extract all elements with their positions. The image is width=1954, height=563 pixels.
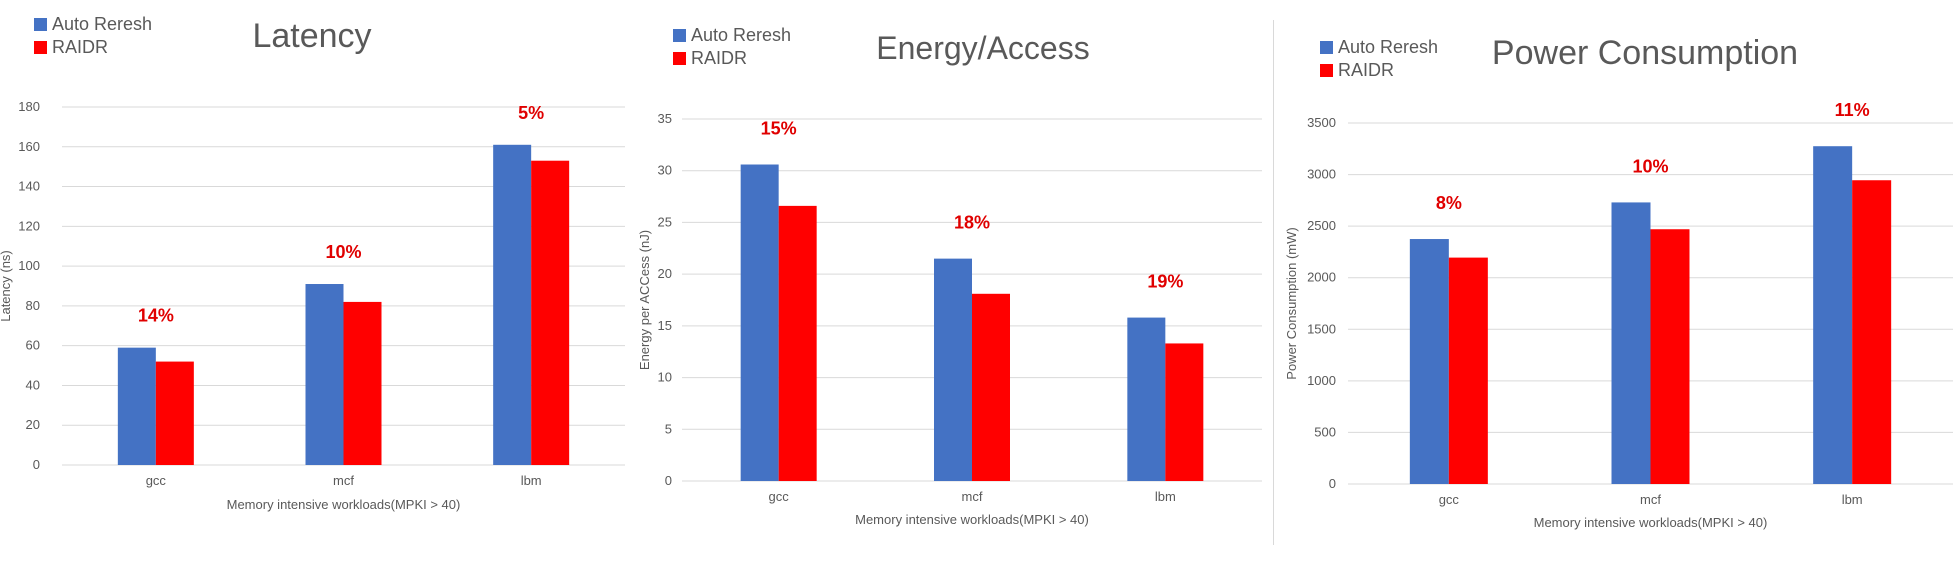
x-tick-label: lbm bbox=[1842, 492, 1863, 507]
bar-auto-reresh-mcf bbox=[1611, 202, 1651, 485]
y-tick-label: 100 bbox=[18, 258, 40, 273]
y-tick-label: 0 bbox=[33, 457, 40, 472]
y-tick-label: 20 bbox=[26, 417, 40, 432]
legend-swatch bbox=[673, 52, 686, 65]
improvement-annotation: 11% bbox=[1835, 100, 1870, 120]
legend-label: Auto Reresh bbox=[1338, 37, 1438, 57]
improvement-annotation: 8% bbox=[1436, 193, 1462, 213]
chart-title: Power Consumption bbox=[1492, 34, 1798, 72]
legend-swatch bbox=[34, 41, 47, 54]
x-tick-label: mcf bbox=[1640, 492, 1661, 507]
y-tick-label: 3500 bbox=[1307, 115, 1336, 130]
y-tick-label: 120 bbox=[18, 218, 40, 233]
legend-label: Auto Reresh bbox=[52, 14, 152, 34]
improvement-annotation: 15% bbox=[761, 119, 797, 139]
x-tick-label: gcc bbox=[146, 473, 167, 488]
bar-raidr-lbm bbox=[1165, 343, 1204, 481]
y-tick-label: 5 bbox=[665, 421, 672, 436]
x-axis-title: Memory intensive workloads(MPKI > 40) bbox=[855, 512, 1089, 527]
y-tick-label: 2500 bbox=[1307, 218, 1336, 233]
x-tick-label: lbm bbox=[1155, 489, 1176, 504]
y-axis-title: Power Consumption (mW) bbox=[1284, 227, 1299, 379]
x-tick-label: gcc bbox=[769, 489, 790, 504]
improvement-annotation: 5% bbox=[518, 103, 544, 123]
bar-raidr-mcf bbox=[343, 301, 382, 465]
x-tick-label: gcc bbox=[1439, 492, 1460, 507]
y-tick-label: 60 bbox=[26, 338, 40, 353]
chart-divider bbox=[1273, 20, 1274, 545]
legend-swatch bbox=[1320, 41, 1333, 54]
legend-label: RAIDR bbox=[691, 48, 747, 68]
x-tick-label: mcf bbox=[333, 473, 354, 488]
y-tick-label: 15 bbox=[658, 318, 672, 333]
bar-auto-reresh-mcf bbox=[934, 258, 972, 481]
y-tick-label: 40 bbox=[26, 377, 40, 392]
y-tick-label: 35 bbox=[658, 111, 672, 126]
improvement-annotation: 10% bbox=[325, 242, 361, 262]
y-tick-label: 2000 bbox=[1307, 270, 1336, 285]
improvement-annotation: 18% bbox=[954, 213, 990, 233]
legend-swatch bbox=[1320, 64, 1333, 77]
x-tick-label: mcf bbox=[962, 489, 983, 504]
legend-label: RAIDR bbox=[52, 37, 108, 57]
bar-raidr-mcf bbox=[972, 293, 1010, 481]
bar-auto-reresh-lbm bbox=[1127, 317, 1166, 481]
improvement-annotation: 10% bbox=[1632, 156, 1668, 176]
bar-raidr-lbm bbox=[1852, 180, 1892, 484]
bar-raidr-gcc bbox=[155, 361, 194, 465]
chart-title: Energy/Access bbox=[876, 30, 1089, 66]
x-axis-title: Memory intensive workloads(MPKI > 40) bbox=[227, 497, 461, 512]
y-tick-label: 180 bbox=[18, 99, 40, 114]
y-tick-label: 0 bbox=[665, 473, 672, 488]
bar-auto-reresh-mcf bbox=[305, 284, 344, 465]
legend-label: Auto Reresh bbox=[691, 25, 791, 45]
improvement-annotation: 19% bbox=[1147, 272, 1183, 292]
y-tick-label: 10 bbox=[658, 370, 672, 385]
chart-title: Latency bbox=[252, 17, 371, 55]
y-tick-label: 500 bbox=[1314, 424, 1336, 439]
bar-raidr-gcc bbox=[778, 205, 817, 481]
legend-swatch bbox=[673, 29, 686, 42]
y-axis-title: Energy per ACCess (nJ) bbox=[637, 230, 652, 370]
y-tick-label: 20 bbox=[658, 266, 672, 281]
y-tick-label: 140 bbox=[18, 179, 40, 194]
bar-auto-reresh-lbm bbox=[1813, 146, 1853, 484]
y-tick-label: 1000 bbox=[1307, 373, 1336, 388]
bar-raidr-lbm bbox=[531, 160, 570, 465]
bar-auto-reresh-gcc bbox=[1409, 239, 1449, 484]
legend-swatch bbox=[34, 18, 47, 31]
x-axis-title: Memory intensive workloads(MPKI > 40) bbox=[1534, 515, 1768, 530]
x-tick-label: lbm bbox=[521, 473, 542, 488]
y-tick-label: 1500 bbox=[1307, 321, 1336, 336]
y-tick-label: 3000 bbox=[1307, 167, 1336, 182]
y-tick-label: 30 bbox=[658, 163, 672, 178]
y-tick-label: 160 bbox=[18, 139, 40, 154]
bar-raidr-gcc bbox=[1448, 257, 1488, 484]
bar-auto-reresh-gcc bbox=[117, 347, 156, 465]
bar-auto-reresh-gcc bbox=[740, 164, 779, 481]
bar-auto-reresh-lbm bbox=[493, 144, 532, 466]
y-tick-label: 25 bbox=[658, 214, 672, 229]
y-tick-label: 0 bbox=[1329, 476, 1336, 491]
y-tick-label: 80 bbox=[26, 298, 40, 313]
y-axis-title: Latency (ns) bbox=[0, 250, 13, 322]
legend-label: RAIDR bbox=[1338, 60, 1394, 80]
bar-raidr-mcf bbox=[1650, 229, 1690, 484]
improvement-annotation: 14% bbox=[138, 306, 174, 326]
